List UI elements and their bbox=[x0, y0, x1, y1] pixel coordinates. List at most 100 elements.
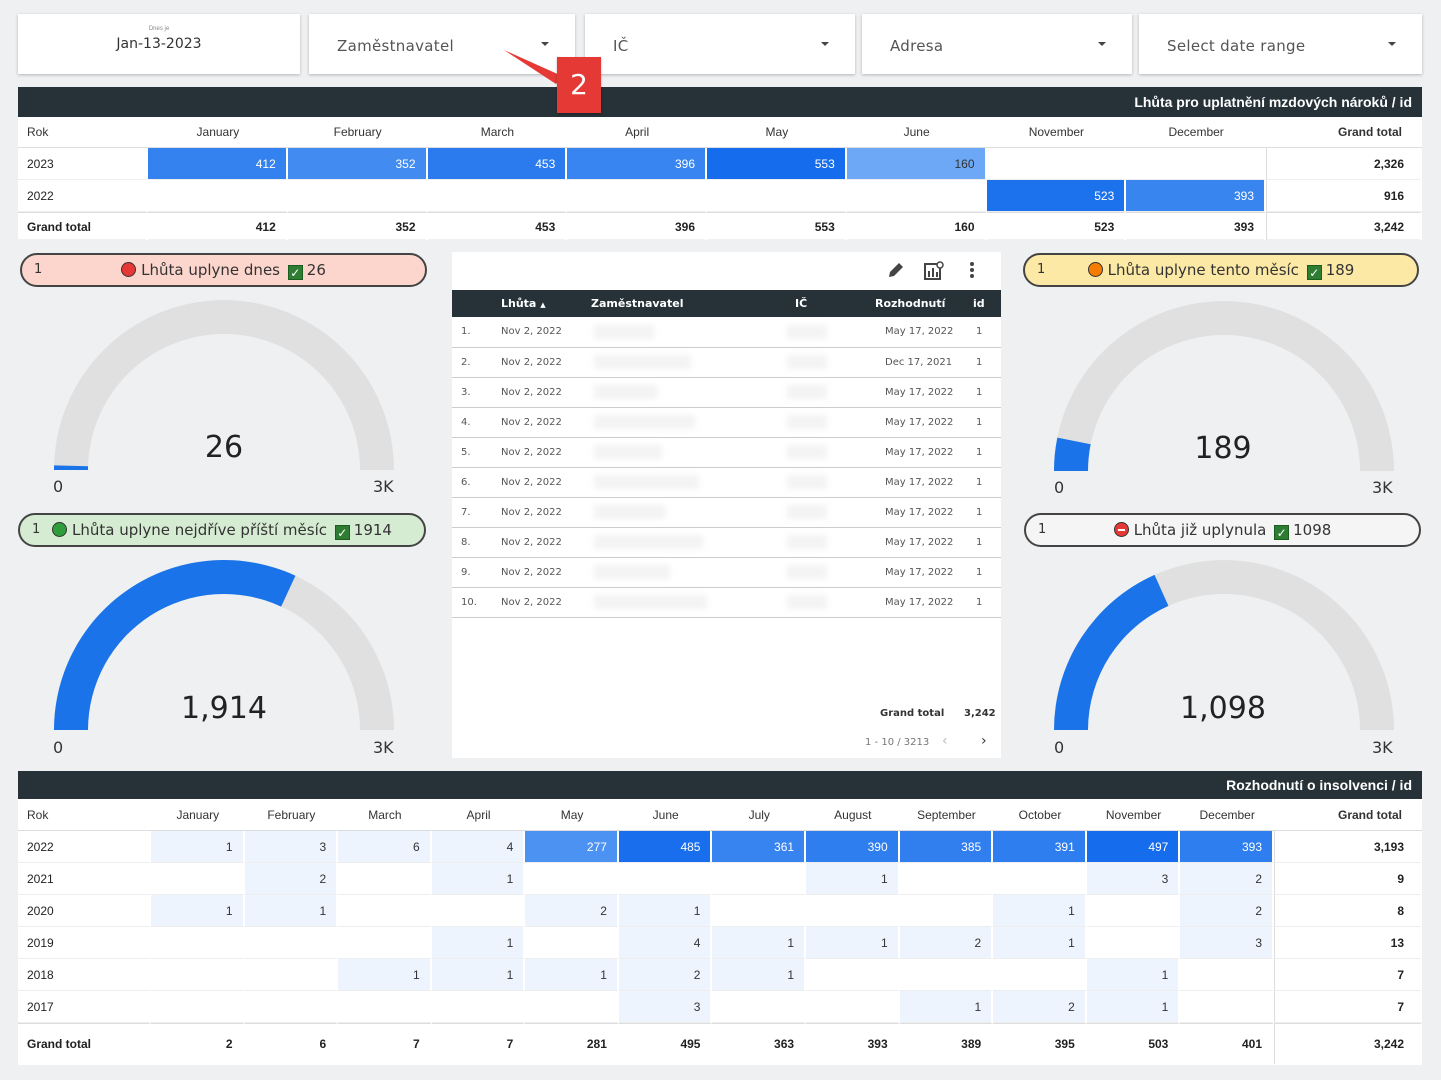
table-cell: 396 bbox=[567, 148, 707, 180]
column-total: 395 bbox=[993, 1023, 1087, 1064]
edit-pencil-icon[interactable] bbox=[885, 260, 907, 282]
row-year: 2017 bbox=[18, 991, 151, 1023]
table-cell bbox=[525, 927, 619, 959]
table-cell: 1 bbox=[1086, 991, 1181, 1023]
table-row[interactable]: 7. Nov 2, 2022 May 17, 2022 1 bbox=[452, 497, 1001, 528]
table-cell: 497 bbox=[1086, 831, 1181, 863]
grand-total-header: Grand total bbox=[1274, 799, 1422, 831]
col-header: March bbox=[427, 117, 568, 148]
table-row[interactable]: 2. Nov 2, 2022 Dec 17, 2021 1 bbox=[452, 347, 1001, 378]
row-lhuta: Nov 2, 2022 bbox=[492, 557, 584, 588]
table-cell: 1 bbox=[525, 959, 619, 991]
row-decision: May 17, 2022 bbox=[859, 527, 971, 558]
prev-page-icon[interactable]: ‹ bbox=[942, 733, 948, 749]
table-row[interactable]: 8. Nov 2, 2022 May 17, 2022 1 bbox=[452, 527, 1001, 558]
row-ico-redacted bbox=[779, 587, 859, 618]
table-row[interactable]: 3. Nov 2, 2022 May 17, 2022 1 bbox=[452, 377, 1001, 408]
col-header: May bbox=[525, 799, 619, 831]
table-cell bbox=[899, 959, 994, 991]
col-header: January bbox=[151, 799, 245, 831]
table-cell: 390 bbox=[806, 831, 900, 863]
table-row: 2017 3 1 2 1 7 bbox=[18, 991, 1422, 1023]
table-cell bbox=[338, 991, 432, 1023]
row-total: 3,193 bbox=[1274, 831, 1422, 863]
col-employer[interactable]: Zaměstnavatel bbox=[584, 290, 779, 317]
pill-next-month[interactable]: 1 Lhůta uplyne nejdříve příští měsíc ✓ 19… bbox=[18, 513, 426, 547]
date-range-filter[interactable]: Select date range bbox=[1139, 14, 1422, 74]
table-row[interactable]: 4. Nov 2, 2022 May 17, 2022 1 bbox=[452, 407, 1001, 438]
table-cell bbox=[567, 180, 707, 212]
col-lhuta-sorted[interactable]: Lhůta ▲ bbox=[492, 290, 584, 317]
table-cell bbox=[806, 991, 900, 1023]
pill-label: Lhůta uplyne tento měsíc bbox=[1107, 261, 1299, 279]
gauge-today-max: 3K bbox=[373, 477, 394, 496]
row-year: 2021 bbox=[18, 863, 151, 895]
table-cell bbox=[431, 895, 526, 927]
pill-today[interactable]: 1 Lhůta uplyne dnes ✓ 26 bbox=[20, 253, 427, 287]
col-header: August bbox=[806, 799, 900, 831]
row-index: 2. bbox=[452, 347, 492, 378]
table-cell bbox=[993, 863, 1087, 895]
table-row[interactable]: 10. Nov 2, 2022 May 17, 2022 1 bbox=[452, 587, 1001, 618]
gauge-expired-value: 1,098 bbox=[1180, 691, 1266, 726]
table-cell: 1 bbox=[151, 895, 245, 927]
table-cell bbox=[899, 863, 994, 895]
row-decision: May 17, 2022 bbox=[859, 587, 971, 618]
pill-expired[interactable]: 1 Lhůta již uplynula ✓ 1098 bbox=[1024, 513, 1421, 547]
employer-filter[interactable]: Zaměstnavatel bbox=[309, 14, 575, 74]
chevron-down-icon bbox=[541, 42, 549, 46]
row-year: 2019 bbox=[18, 927, 151, 959]
table-cell bbox=[151, 863, 245, 895]
table-cell bbox=[986, 148, 1127, 180]
table-row: 2022 1 3 6 4 277 485 361 390 385 391 497 393 3,193 bbox=[18, 831, 1422, 863]
table-row[interactable]: 6. Nov 2, 2022 May 17, 2022 1 bbox=[452, 467, 1001, 498]
table-cell bbox=[525, 991, 619, 1023]
table-cell bbox=[431, 991, 526, 1023]
table-cell bbox=[244, 991, 339, 1023]
row-ico-redacted bbox=[779, 407, 859, 438]
row-index: 5. bbox=[452, 437, 492, 468]
pivot2-table: Rok January February March April May June July A… bbox=[18, 799, 1422, 1065]
row-total: 7 bbox=[1274, 991, 1422, 1023]
table-cell bbox=[427, 180, 568, 212]
column-total: 7 bbox=[431, 1023, 526, 1064]
gauge-fill bbox=[1054, 437, 1091, 471]
callout-badge: 2 bbox=[557, 57, 601, 113]
table-cell: 2 bbox=[1180, 863, 1274, 895]
table-cell bbox=[151, 959, 245, 991]
chart-settings-icon[interactable] bbox=[923, 260, 945, 282]
row-lhuta: Nov 2, 2022 bbox=[492, 527, 584, 558]
col-ico[interactable]: IČ bbox=[779, 290, 859, 317]
table-row: 2023 412 352 453 396 553 160 2,326 bbox=[18, 148, 1422, 180]
table-cell: 1 bbox=[151, 831, 245, 863]
pill-this-month[interactable]: 1 Lhůta uplyne tento měsíc ✓ 189 bbox=[1023, 253, 1419, 287]
no-entry-icon bbox=[1113, 522, 1129, 537]
gauge-today bbox=[54, 300, 394, 470]
col-decision[interactable]: Rozhodnutí bbox=[859, 290, 971, 317]
row-lhuta: Nov 2, 2022 bbox=[492, 407, 584, 438]
table-cell: 160 bbox=[846, 148, 987, 180]
gauge-today-min: 0 bbox=[53, 477, 64, 496]
col-header: October bbox=[993, 799, 1087, 831]
more-vert-icon[interactable] bbox=[961, 260, 983, 282]
table-cell: 1 bbox=[806, 927, 900, 959]
table-cell: 1 bbox=[993, 927, 1087, 959]
col-header: December bbox=[1126, 117, 1266, 148]
table-row[interactable]: 9. Nov 2, 2022 May 17, 2022 1 bbox=[452, 557, 1001, 588]
address-filter[interactable]: Adresa bbox=[862, 14, 1132, 74]
table-row[interactable]: 1. Nov 2, 2022 May 17, 2022 1 bbox=[452, 317, 1001, 348]
column-total: 281 bbox=[525, 1023, 619, 1064]
next-page-icon[interactable]: › bbox=[981, 733, 987, 749]
row-employer-redacted bbox=[584, 557, 779, 588]
ico-filter[interactable]: IČ bbox=[585, 14, 855, 74]
table-row[interactable]: 5. Nov 2, 2022 May 17, 2022 1 bbox=[452, 437, 1001, 468]
table-row: 2020 1 1 2 1 1 2 8 bbox=[18, 895, 1422, 927]
sort-asc-icon: ▲ bbox=[540, 301, 546, 309]
pill-number: 1 bbox=[34, 262, 43, 277]
col-header: November bbox=[986, 117, 1127, 148]
grand-total-header: Grand total bbox=[1266, 117, 1422, 148]
table-cell: 385 bbox=[899, 831, 994, 863]
table-cell bbox=[244, 959, 339, 991]
chevron-down-icon bbox=[821, 42, 829, 46]
col-id[interactable]: id bbox=[971, 290, 1001, 317]
